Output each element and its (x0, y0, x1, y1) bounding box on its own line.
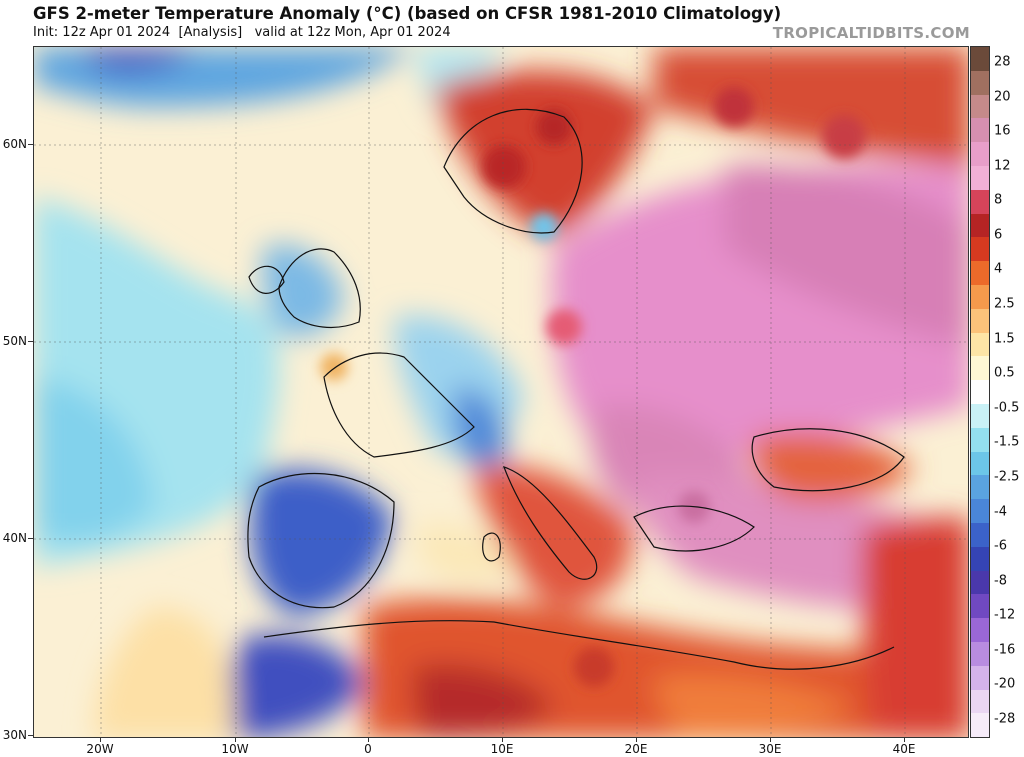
colorbar-label: 0.5 (994, 365, 1015, 381)
colorbar-segment (971, 47, 989, 71)
lat-tick (28, 538, 33, 539)
colorbar-label: 12 (994, 158, 1011, 174)
run-info: Init: 12z Apr 01 2024 [Analysis] valid a… (33, 25, 451, 40)
chart-title: GFS 2-meter Temperature Anomaly (°C) (ba… (33, 4, 782, 23)
colorbar-segment (971, 641, 989, 666)
colorbar-label: 28 (994, 54, 1011, 70)
lat-tick (28, 735, 33, 736)
colorbar-label: -28 (994, 711, 1016, 727)
colorbar-segment (971, 689, 989, 714)
lat-label-60n: 60N (2, 137, 27, 151)
colorbar-segment (971, 475, 989, 500)
colorbar-label: 1.5 (994, 331, 1015, 347)
colorbar-segment (971, 284, 989, 309)
colorbar-segment (971, 261, 989, 285)
colorbar-segment (971, 499, 989, 523)
colorbar-segment (971, 356, 989, 381)
colorbar-label: -20 (994, 676, 1016, 692)
anomaly-field (34, 47, 968, 737)
colorbar-label: -0.5 (994, 400, 1020, 416)
colorbar-segment (971, 213, 989, 238)
coastlines (247, 108, 905, 670)
lon-tick (770, 738, 771, 742)
colorbar-segment (971, 570, 989, 595)
colorbar-segment (971, 189, 989, 214)
colorbar-segment (971, 380, 989, 404)
colorbar-segment (971, 118, 989, 143)
colorbar-label: -1.5 (994, 434, 1020, 450)
map-canvas (34, 47, 968, 737)
lon-label-40e: 40E (892, 742, 916, 756)
colorbar-label: -12 (994, 607, 1016, 623)
init-time: Init: 12z Apr 01 2024 (33, 25, 171, 40)
colorbar-segment (971, 451, 989, 476)
anomaly-detail (320, 87, 866, 687)
lon-label-10e: 10E (490, 742, 514, 756)
lon-label-20e: 20E (624, 742, 648, 756)
colorbar-segment (971, 427, 989, 452)
colorbar-label: -4 (994, 504, 1007, 520)
lon-label-20w: 20W (86, 742, 114, 756)
lon-tick (904, 738, 905, 742)
colorbar-label: 4 (994, 261, 1003, 277)
lon-tick (368, 738, 369, 742)
colorbar-segment (971, 142, 989, 166)
lon-label-30e: 30E (758, 742, 782, 756)
colorbar-segment (971, 713, 989, 738)
colorbar-label: -16 (994, 642, 1016, 658)
colorbar-segment (971, 70, 989, 95)
colorbar-segment (971, 94, 989, 119)
colorbar-segment (971, 237, 989, 262)
anomaly-map (33, 46, 969, 738)
colorbar-segment (971, 665, 989, 690)
lon-tick (502, 738, 503, 742)
colorbar-segment (971, 165, 989, 190)
lat-label-40n: 40N (2, 531, 27, 545)
lon-tick (235, 738, 236, 742)
colorbar-label: 6 (994, 227, 1003, 243)
analysis-tag: [Analysis] (178, 25, 243, 40)
valid-time: valid at 12z Mon, Apr 01 2024 (254, 25, 451, 40)
colorbar-label: 16 (994, 123, 1011, 139)
lon-label-0: 0 (364, 742, 372, 756)
colorbar-label: 8 (994, 192, 1003, 208)
colorbar-segment (971, 308, 989, 333)
colorbar-label: -6 (994, 538, 1007, 554)
colorbar-segment (971, 403, 989, 428)
lat-label-50n: 50N (2, 334, 27, 348)
site-brand: TROPICALTIDBITS.COM (772, 24, 970, 42)
colorbar-label: -2.5 (994, 469, 1020, 485)
colorbar-label: 2.5 (994, 296, 1015, 312)
lat-tick (28, 144, 33, 145)
colorbar-label: 20 (994, 89, 1011, 105)
colorbar-label: -8 (994, 573, 1007, 589)
colorbar-segment (971, 618, 989, 642)
colorbar-segment (971, 332, 989, 357)
lon-tick (100, 738, 101, 742)
colorbar (970, 46, 990, 738)
lat-tick (28, 341, 33, 342)
colorbar-segment (971, 546, 989, 571)
colorbar-segment (971, 522, 989, 547)
colorbar-segment (971, 594, 989, 619)
lat-label-30n: 30N (2, 728, 27, 742)
lon-label-10w: 10W (221, 742, 249, 756)
lon-tick (636, 738, 637, 742)
